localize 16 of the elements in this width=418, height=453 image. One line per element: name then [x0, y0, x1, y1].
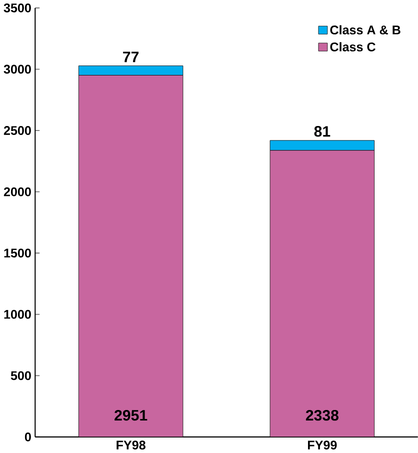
y-tick-label: 0: [24, 432, 31, 442]
legend-label: Class C: [330, 42, 376, 52]
x-tick-label: FY98: [116, 440, 146, 450]
x-tick-label: FY99: [308, 440, 337, 450]
y-tick-label: 2000: [4, 187, 31, 196]
y-tick-label: 3500: [4, 3, 31, 12]
data-label: 2951: [114, 410, 147, 421]
legend-label: Class A & B: [330, 25, 400, 34]
data-label: 77: [122, 52, 138, 62]
y-tick-label: 1000: [4, 310, 31, 319]
data-label: 81: [314, 126, 330, 137]
y-tick-label: 500: [10, 371, 31, 380]
y-tick-label: 3000: [4, 64, 31, 74]
y-tick-label: 1500: [4, 248, 31, 258]
data-label: 2338: [306, 410, 338, 421]
y-tick-label: 2500: [4, 126, 31, 135]
